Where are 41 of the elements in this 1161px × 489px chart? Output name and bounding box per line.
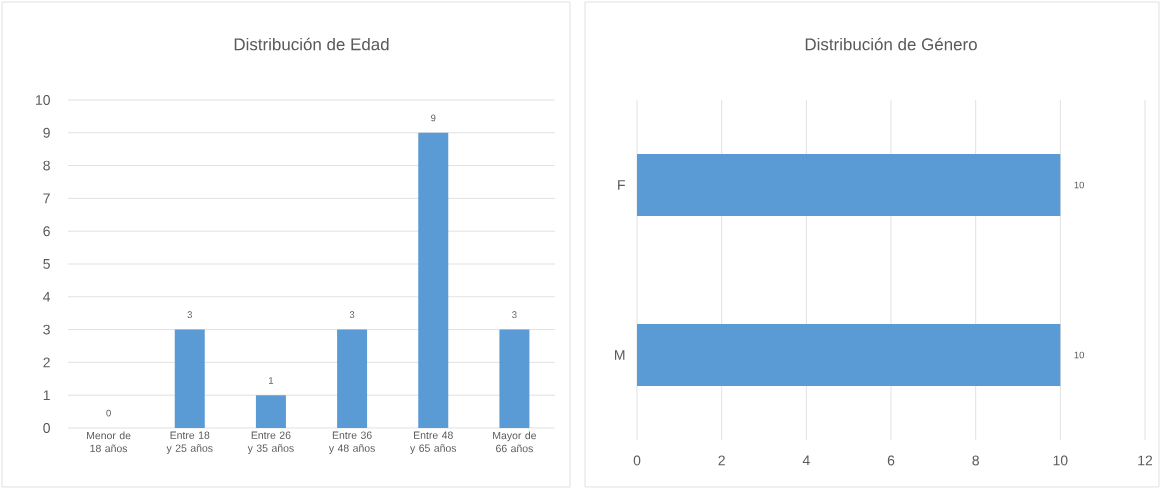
bar [174, 329, 205, 428]
bar [418, 132, 449, 428]
x-tick-label: 4 [802, 455, 810, 466]
data-label: 0 [106, 409, 111, 417]
x-tick-label: Menor de 18 años [87, 431, 131, 453]
y-tick-label: 6 [43, 226, 50, 237]
y-tick-label: 7 [43, 193, 50, 204]
x-tick-label: Mayor de 66 años [493, 431, 537, 453]
x-tick-label: Entre 18 y 25 años [166, 431, 213, 454]
y-tick-label: 2 [43, 357, 50, 368]
y-tick-label: F [618, 180, 625, 190]
x-tick-label: 8 [972, 455, 979, 466]
chart-title: Distribución de Edad [234, 37, 389, 51]
x-tick-label: 12 [1138, 455, 1153, 466]
y-tick-label: 0 [43, 423, 50, 433]
x-tick-label: 0 [633, 455, 641, 466]
data-label: 10 [1074, 181, 1085, 189]
bar [255, 395, 286, 428]
y-tick-label: 5 [43, 259, 50, 269]
y-tick-label: M [615, 350, 625, 360]
y-tick-label: 1 [43, 390, 50, 400]
data-label: 9 [431, 114, 436, 122]
x-tick-label: Entre 26 y 35 años [247, 431, 294, 454]
y-tick-label: 10 [36, 95, 50, 105]
data-label: 1 [269, 377, 274, 384]
y-tick-label: 8 [43, 160, 50, 171]
x-tick-label: 6 [887, 455, 895, 466]
x-tick-label: 2 [718, 455, 725, 466]
chart-title: Distribución de Género [805, 37, 977, 51]
x-tick-label: 10 [1053, 455, 1068, 466]
data-label: 3 [349, 311, 355, 319]
bar [499, 329, 530, 428]
y-tick-label: 9 [43, 127, 50, 138]
x-tick-label: Entre 48 y 65 años [410, 431, 457, 454]
x-tick-label: Entre 36 y 48 años [328, 431, 375, 454]
data-label: 3 [512, 311, 517, 319]
y-tick-label: 4 [43, 291, 51, 302]
data-label: 10 [1074, 351, 1085, 359]
data-label: 3 [187, 311, 192, 319]
y-tick-label: 3 [43, 324, 50, 335]
bar [337, 329, 368, 428]
